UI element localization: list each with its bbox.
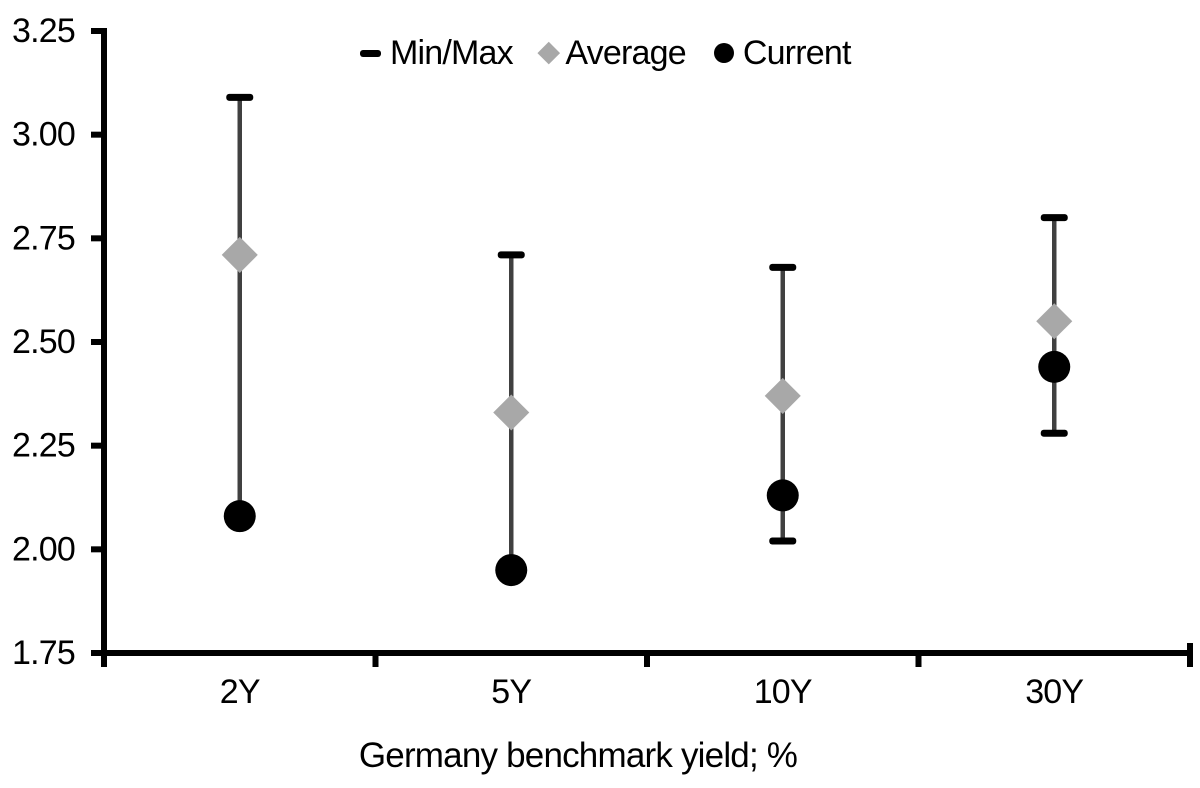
x-axis-title: Germany benchmark yield; % [358, 736, 798, 775]
max-cap-10Y [769, 263, 797, 271]
chart-legend: Min/Max Average Current [360, 33, 851, 73]
legend-item-minmax: Min/Max [360, 34, 514, 72]
current-marker-5Y [495, 554, 528, 587]
average-marker-5Y [493, 394, 530, 431]
max-cap-30Y [1040, 214, 1068, 222]
y-tick-label: 3.25 [12, 12, 75, 50]
legend-item-average: Average [537, 34, 687, 72]
average-marker-10Y [764, 377, 801, 414]
average-marker-2Y [221, 236, 258, 273]
legend-item-current: Current [713, 34, 852, 72]
y-tick-label: 2.75 [12, 219, 75, 257]
legend-label-current: Current [742, 34, 852, 72]
current-marker-2Y [223, 500, 256, 533]
y-tick-label: 2.00 [12, 530, 75, 568]
max-cap-2Y [226, 93, 254, 101]
y-tick-label: 2.25 [12, 427, 75, 465]
average-marker-30Y [1036, 303, 1073, 340]
circle-icon [713, 43, 734, 63]
min-cap-30Y [1040, 429, 1068, 437]
min-cap-10Y [769, 537, 797, 545]
current-marker-10Y [766, 479, 799, 512]
diamond-icon [537, 42, 560, 64]
legend-label-average: Average [565, 34, 686, 72]
x-tick-label: 2Y [220, 673, 260, 711]
legend-label-minmax: Min/Max [390, 34, 514, 72]
max-cap-5Y [497, 251, 525, 259]
y-tick-label: 1.75 [12, 634, 75, 672]
dash-icon [360, 49, 381, 57]
x-tick-label: 30Y [1025, 673, 1083, 711]
y-tick-label: 2.50 [12, 323, 75, 361]
current-marker-30Y [1038, 350, 1071, 383]
x-tick-label: 10Y [754, 673, 812, 711]
y-tick-label: 3.00 [12, 116, 75, 154]
x-tick-label: 5Y [491, 673, 531, 711]
